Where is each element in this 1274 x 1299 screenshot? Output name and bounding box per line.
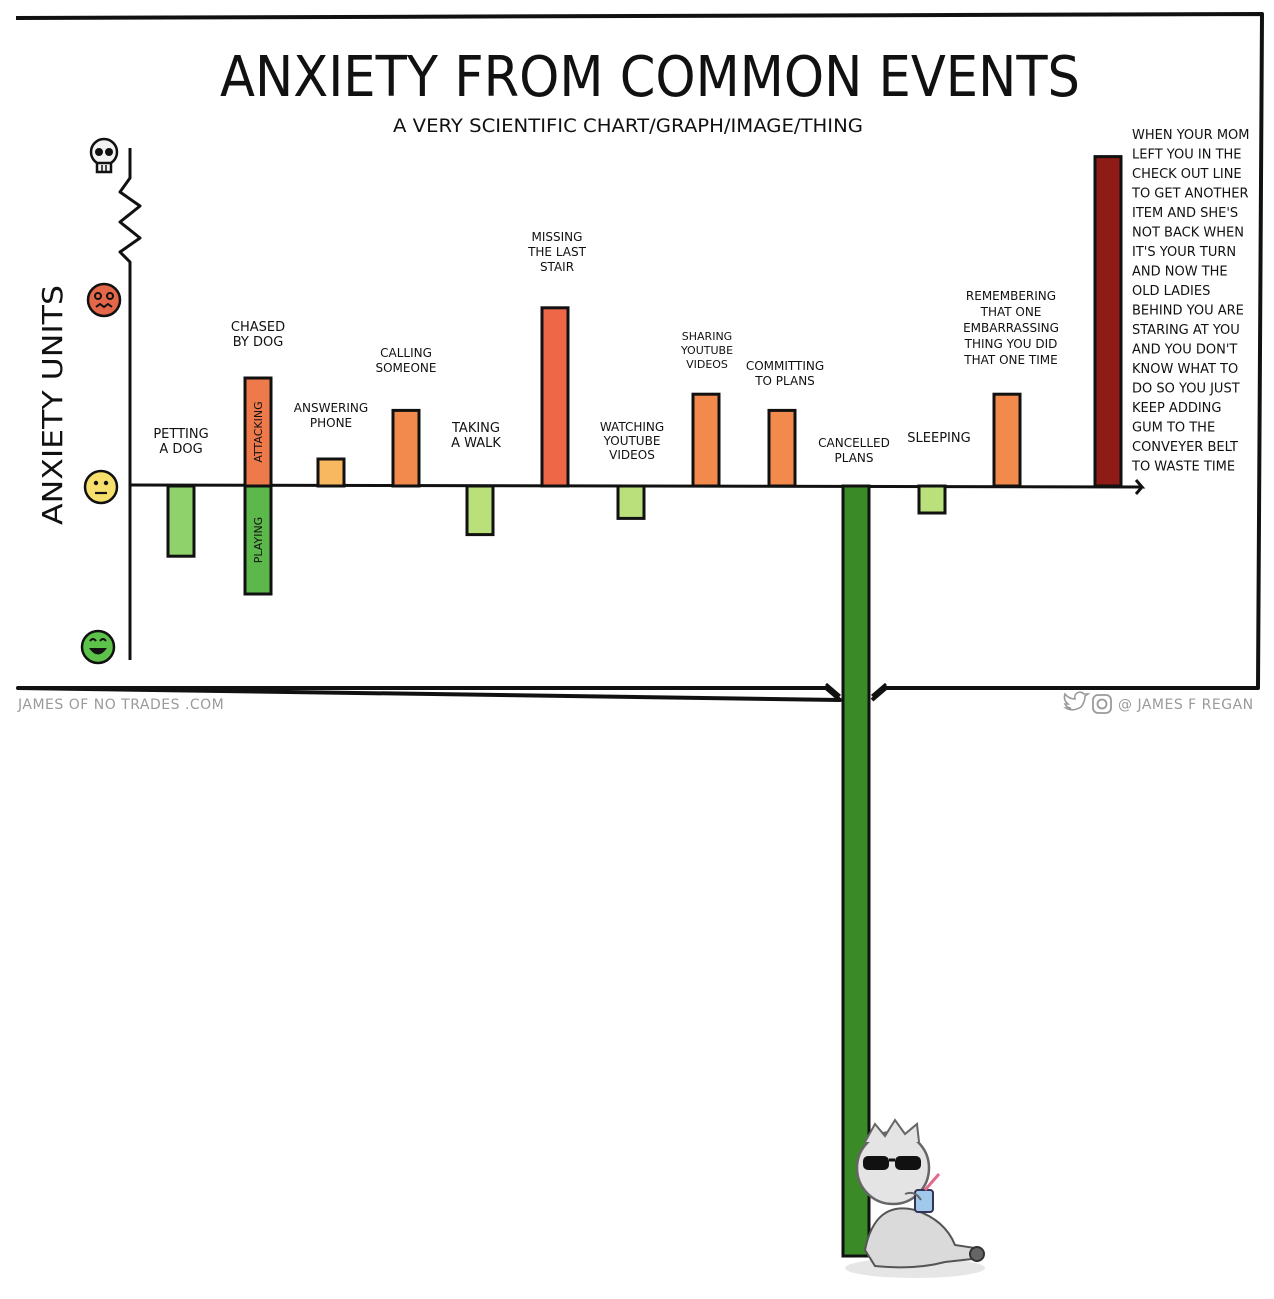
panicked-face-icon: [86, 282, 122, 318]
footer-left-credit: JAMES OF NO TRADES .COM: [17, 697, 224, 713]
category-label: CHASED BY DOG: [231, 320, 285, 350]
bar-playing: [243, 484, 273, 596]
bar: [917, 484, 947, 515]
bar: [465, 484, 495, 537]
bar: [616, 484, 646, 520]
frame-break-right: [871, 682, 887, 698]
bar: [391, 408, 421, 488]
bars-layer: ATTACKING PLAYING: [166, 155, 1123, 1258]
bar: [841, 484, 871, 1258]
instagram-icon: [1092, 694, 1112, 714]
frame-break-left: [825, 682, 841, 698]
y-axis-label: ANXIETY UNITS: [36, 285, 69, 525]
chart-title: ANXIETY FROM COMMON EVENTS: [220, 45, 1080, 110]
category-label: REMEMBERING THAT ONE EMBARRASSING THING YOU…: [963, 289, 1059, 367]
sunglasses-character: [845, 1118, 985, 1278]
category-label: CALLING SOMEONE: [375, 346, 436, 375]
category-label: TAKING A WALK: [451, 421, 501, 451]
bar-segment-label: ATTACKING: [252, 401, 265, 462]
y-axis: [118, 148, 142, 660]
bar: [540, 306, 570, 488]
neutral-face-icon: [83, 469, 119, 505]
chart-subtitle: A VERY SCIENTIFIC CHART/GRAPH/IMAGE/THIN…: [393, 115, 863, 137]
twitter-icon: [1062, 691, 1091, 711]
skull-icon: [89, 137, 119, 174]
category-label: CANCELLED PLANS: [818, 436, 890, 465]
chart-frame: [15, 12, 1264, 702]
bar: [166, 484, 196, 558]
bar-segment-label: PLAYING: [252, 517, 265, 563]
bar: [992, 392, 1022, 488]
bar: [316, 457, 346, 488]
category-label: WHEN YOUR MOM LEFT YOU IN THE CHECK OUT LI…: [1131, 128, 1250, 475]
bar: [1093, 155, 1123, 488]
category-label: WATCHING YOUTUBE VIDEOS: [600, 420, 664, 462]
happy-face-icon: [80, 629, 116, 665]
category-label: COMMITTING TO PLANS: [746, 359, 824, 388]
category-label: PETTING A DOG: [153, 427, 208, 457]
category-label: SHARING YOUTUBE VIDEOS: [680, 330, 733, 371]
bar: [767, 408, 797, 488]
footer-right-credit: @ JAMES F REGAN: [1118, 697, 1254, 713]
category-label: MISSING THE LAST STAIR: [527, 230, 587, 274]
bar: [691, 392, 721, 488]
category-label: ANSWERING PHONE: [294, 401, 368, 430]
category-label: SLEEPING: [907, 431, 970, 446]
